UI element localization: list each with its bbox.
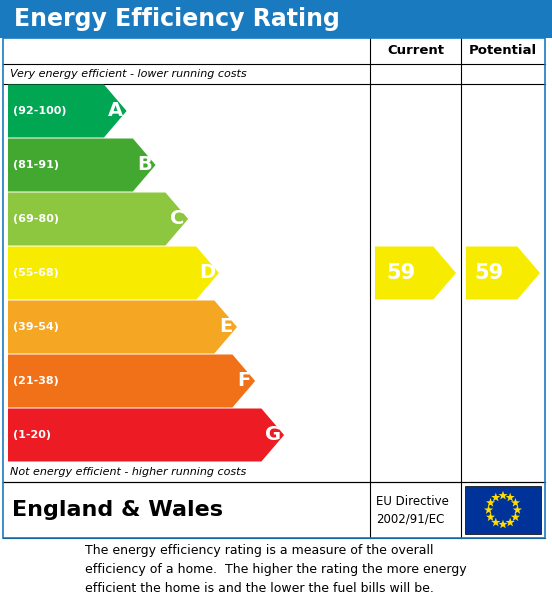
Polygon shape xyxy=(511,498,520,507)
Polygon shape xyxy=(486,512,495,521)
Polygon shape xyxy=(8,85,126,137)
Polygon shape xyxy=(375,246,456,300)
Polygon shape xyxy=(8,354,255,408)
Polygon shape xyxy=(8,246,219,300)
Text: F: F xyxy=(237,371,251,390)
Text: Very energy efficient - lower running costs: Very energy efficient - lower running co… xyxy=(10,69,247,79)
Text: England & Wales: England & Wales xyxy=(12,500,223,520)
Text: D: D xyxy=(199,264,216,283)
Text: G: G xyxy=(264,425,281,444)
Text: C: C xyxy=(169,210,184,229)
Text: (92-100): (92-100) xyxy=(13,106,66,116)
Polygon shape xyxy=(8,408,284,462)
Text: (69-80): (69-80) xyxy=(13,214,59,224)
Text: E: E xyxy=(219,318,232,337)
Text: Energy Efficiency Rating: Energy Efficiency Rating xyxy=(14,7,340,31)
Polygon shape xyxy=(498,491,508,500)
Text: (1-20): (1-20) xyxy=(13,430,51,440)
Polygon shape xyxy=(506,517,515,527)
Text: A: A xyxy=(108,102,123,121)
Text: (39-54): (39-54) xyxy=(13,322,59,332)
Polygon shape xyxy=(466,246,540,300)
Text: B: B xyxy=(137,156,152,175)
Text: The energy efficiency rating is a measure of the overall
efficiency of a home.  : The energy efficiency rating is a measur… xyxy=(85,544,467,595)
Polygon shape xyxy=(8,139,156,191)
Polygon shape xyxy=(491,517,500,527)
Polygon shape xyxy=(506,493,515,501)
Text: (81-91): (81-91) xyxy=(13,160,59,170)
Text: EU Directive
2002/91/EC: EU Directive 2002/91/EC xyxy=(376,495,449,525)
Text: 59: 59 xyxy=(386,263,416,283)
Polygon shape xyxy=(513,505,522,514)
Polygon shape xyxy=(491,493,500,501)
Text: Potential: Potential xyxy=(469,45,537,58)
Text: (21-38): (21-38) xyxy=(13,376,59,386)
Text: 59: 59 xyxy=(475,263,504,283)
Polygon shape xyxy=(8,300,237,354)
Text: (55-68): (55-68) xyxy=(13,268,59,278)
Polygon shape xyxy=(8,192,188,245)
Bar xyxy=(0,0,552,38)
Polygon shape xyxy=(498,520,508,528)
Text: Current: Current xyxy=(387,45,444,58)
Bar xyxy=(465,486,541,534)
Polygon shape xyxy=(484,505,493,514)
Bar xyxy=(3,38,545,538)
Polygon shape xyxy=(486,498,495,507)
Text: Not energy efficient - higher running costs: Not energy efficient - higher running co… xyxy=(10,467,246,477)
Polygon shape xyxy=(511,512,520,521)
